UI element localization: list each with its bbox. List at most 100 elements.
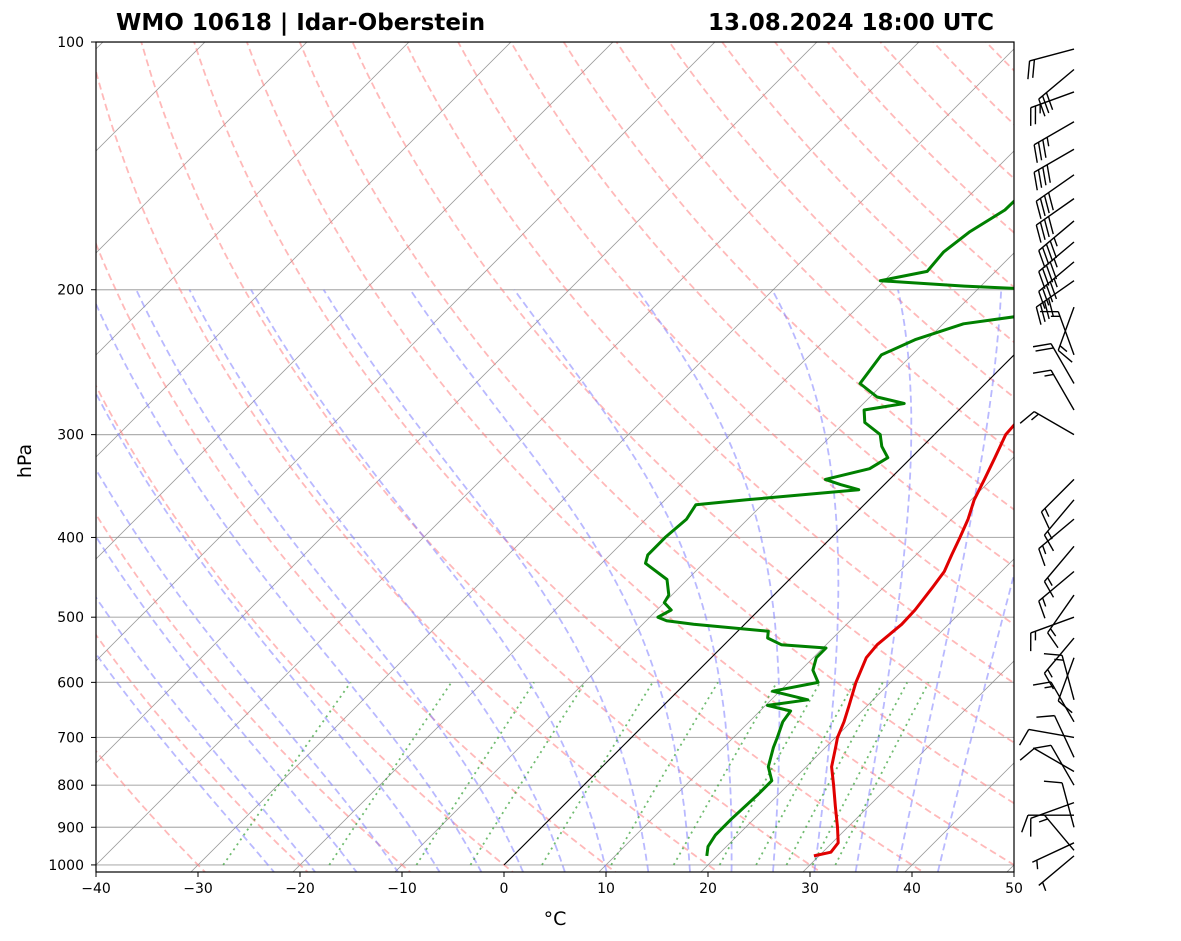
chart-title-station: WMO 10618 | Idar-Oberstein	[116, 10, 485, 36]
wind-barb	[1021, 814, 1074, 833]
y-tick-label: 800	[57, 778, 84, 794]
y-tick-label: 300	[57, 428, 84, 444]
isotherm-line	[700, 558, 1014, 872]
isobar-grid	[96, 42, 1014, 866]
wind-barb	[1038, 220, 1075, 268]
x-tick-label: 10	[597, 881, 615, 897]
temperature-profile-line	[813, 422, 1014, 858]
dry-adiabat-line	[245, 42, 1014, 866]
isotherm-line	[96, 42, 410, 356]
moist-adiabat-line	[409, 289, 691, 872]
mixing-ratio-lines	[222, 681, 930, 866]
moist-adiabat-line	[96, 391, 441, 872]
isotherm-line	[96, 42, 920, 866]
y-tick-label: 200	[57, 283, 84, 299]
moist-adiabat-line	[96, 467, 400, 872]
y-tick-label: 900	[57, 820, 84, 836]
wind-barb	[1040, 310, 1075, 356]
x-tick-label: 30	[801, 881, 819, 897]
isotherm-line	[96, 42, 614, 560]
x-tick-label: 0	[500, 881, 509, 897]
dry-adiabat-line	[615, 42, 1014, 455]
wind-barb	[1032, 369, 1075, 411]
wind-barb	[1019, 411, 1075, 436]
wind-barb	[1038, 261, 1075, 309]
dry-adiabat-line	[1125, 24, 1181, 883]
plot-area	[96, 42, 1014, 872]
mixing-ratio-line	[755, 681, 856, 866]
wind-barb	[1036, 714, 1075, 758]
dry-adiabat-line	[96, 384, 515, 872]
wind-barb	[1033, 121, 1075, 163]
wind-barb	[1043, 499, 1075, 552]
isotherm-line	[96, 42, 308, 254]
isotherm-grid	[96, 42, 1014, 872]
y-tick-label: 700	[57, 730, 84, 746]
wind-barb	[1019, 747, 1075, 773]
dry-adiabat-line	[351, 42, 1014, 744]
mixing-ratio-line	[718, 681, 821, 866]
wind-barb	[1032, 342, 1075, 384]
dry-adiabat-line	[562, 42, 1014, 511]
wind-barb	[1035, 280, 1075, 325]
wind-barb	[1038, 518, 1075, 567]
moist-adiabat-line	[96, 595, 317, 872]
x-tick-label: 50	[1005, 881, 1023, 897]
dry-adiabat-line	[96, 241, 617, 872]
wind-barb	[1043, 637, 1075, 690]
dry-adiabat-line	[140, 42, 823, 872]
wind-barb	[1047, 594, 1075, 649]
moist-adiabat-line	[895, 289, 1003, 872]
isotherm-line	[96, 42, 818, 764]
wind-barb	[1043, 653, 1075, 700]
wind-barbs	[1018, 48, 1075, 892]
isotherm-line	[96, 42, 512, 458]
chart-title-datetime: 13.08.2024 18:00 UTC	[708, 10, 994, 36]
mixing-ratio-line	[328, 681, 453, 866]
isotherm-line	[802, 660, 1014, 872]
sounding-profiles	[644, 199, 1014, 858]
dry-adiabat-line	[404, 42, 1014, 685]
y-tick-label: 100	[57, 35, 84, 51]
x-tick-label: −40	[81, 881, 111, 897]
zero-isotherm	[503, 354, 1014, 866]
moist-adiabat-line	[854, 289, 913, 872]
wind-barb	[1035, 198, 1075, 243]
wind-barb	[1030, 91, 1075, 126]
x-tick-label: −20	[285, 881, 315, 897]
isotherm-line	[96, 42, 716, 662]
y-axis-label: hPa	[14, 444, 36, 478]
dry-adiabat-line	[96, 68, 720, 872]
y-axis: 1000 900 800 700 600 500 400 300 200 100	[48, 35, 96, 874]
dry-adiabat-line	[1073, 24, 1181, 883]
plot-border	[95, 41, 1015, 873]
wind-barb	[1040, 478, 1075, 529]
wind-barb	[1038, 855, 1075, 892]
moist-adiabat-line	[135, 289, 525, 872]
isotherm-line	[292, 150, 1014, 872]
wind-barb	[1038, 570, 1075, 619]
y-tick-label: 400	[57, 530, 84, 546]
wind-barb	[1027, 48, 1075, 80]
isotherm-line	[394, 252, 1014, 872]
x-tick-label: −30	[183, 881, 213, 897]
wind-barb	[1035, 174, 1075, 219]
moist-adiabat-line	[96, 301, 483, 872]
moist-adiabats	[96, 289, 1014, 872]
mixing-ratio-line	[811, 681, 908, 866]
dry-adiabat-line	[96, 749, 207, 872]
moist-adiabat-line	[322, 289, 650, 872]
isotherm-line	[598, 456, 1014, 872]
wind-barb	[1033, 148, 1075, 191]
isotherm-line	[1006, 864, 1014, 872]
moist-adiabat-line	[936, 571, 1014, 872]
mixing-ratio-line	[541, 681, 654, 866]
mixing-ratio-line	[785, 681, 884, 866]
x-tick-label: −10	[387, 881, 417, 897]
mixing-ratio-line	[834, 681, 930, 866]
wind-barb	[1043, 545, 1075, 598]
y-tick-label: 600	[57, 675, 84, 691]
wind-barb	[1032, 842, 1075, 870]
y-tick-label: 500	[57, 610, 84, 626]
